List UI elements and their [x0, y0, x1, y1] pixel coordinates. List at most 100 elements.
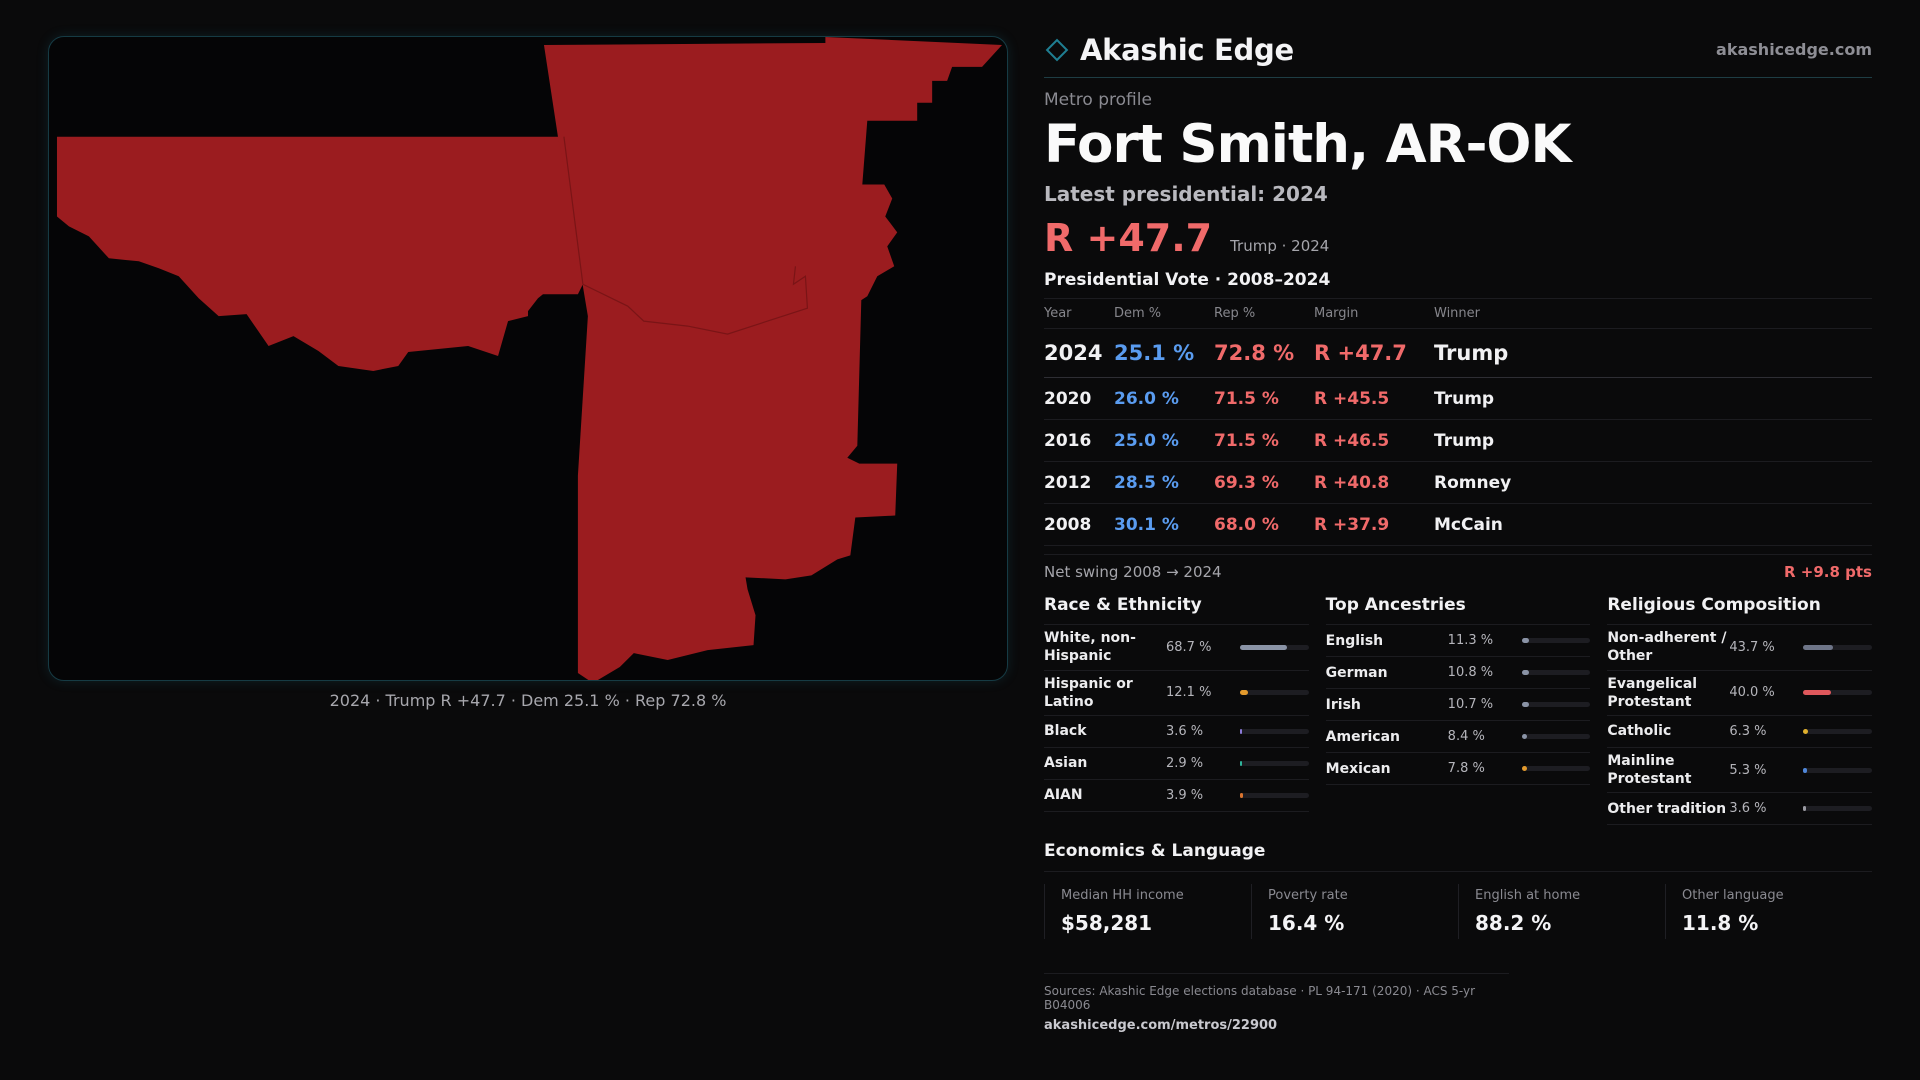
share-bar	[1803, 690, 1873, 696]
item-name: Mexican	[1325, 760, 1391, 777]
cell-winner: McCain	[1434, 514, 1503, 535]
cell-year: 2020	[1044, 388, 1092, 409]
share-bar	[1803, 729, 1873, 735]
item-percent: 11.3 %	[1447, 633, 1494, 649]
col-header-rep: Rep %	[1214, 306, 1256, 322]
list-item: Other tradition 3.6 %	[1607, 793, 1873, 826]
econ-label: Poverty rate	[1268, 888, 1348, 904]
econ-value: 11.8 %	[1682, 911, 1759, 936]
share-bar	[1521, 734, 1591, 740]
cell-year: 2008	[1044, 514, 1092, 535]
item-percent: 6.3 %	[1729, 724, 1767, 740]
econ-value: 16.4 %	[1268, 911, 1345, 936]
cell-margin: R +45.5	[1314, 388, 1390, 409]
religion-list: Non-adherent / Other 43.7 % Evangelical Pr…	[1607, 625, 1873, 826]
headline-margin-row: R +47.7 Trump · 2024	[1044, 216, 1872, 260]
item-name: American	[1325, 728, 1401, 745]
brand-url-link[interactable]: akashicedge.com	[1716, 40, 1872, 59]
list-item: Irish 10.7 %	[1325, 689, 1591, 722]
sources-text: Sources: Akashic Edge elections database…	[1044, 984, 1476, 1013]
cell-margin: R +37.9	[1314, 514, 1390, 535]
cell-dem: 28.5 %	[1114, 472, 1179, 493]
item-percent: 68.7 %	[1166, 639, 1212, 655]
item-percent: 3.6 %	[1729, 801, 1767, 817]
share-bar	[1240, 761, 1309, 767]
headline-winner-year: Trump · 2024	[1230, 237, 1330, 256]
table-row: 2008 30.1 % 68.0 % R +37.9 McCain	[1044, 504, 1872, 547]
list-item: Mexican 7.8 %	[1325, 753, 1591, 786]
item-name: English	[1325, 632, 1384, 649]
item-name: Catholic	[1607, 723, 1672, 740]
cell-rep: 68.0 %	[1214, 514, 1279, 535]
net-swing-row: Net swing 2008 → 2024 R +9.8 pts	[1044, 554, 1872, 581]
county-shape-west	[56, 136, 583, 371]
econ-value: 88.2 %	[1475, 911, 1552, 936]
sources-footer: Sources: Akashic Edge elections database…	[1044, 973, 1509, 1033]
item-percent: 3.9 %	[1166, 788, 1204, 804]
share-bar	[1521, 670, 1591, 676]
share-bar	[1521, 766, 1591, 772]
table-row: 2020 26.0 % 71.5 % R +45.5 Trump	[1044, 378, 1872, 421]
share-bar-fill	[1240, 690, 1249, 696]
metro-map[interactable]	[48, 36, 1008, 681]
cell-margin: R +40.8	[1314, 472, 1390, 493]
cell-rep: 71.5 %	[1214, 388, 1279, 409]
share-bar-fill	[1521, 702, 1530, 708]
item-percent: 10.7 %	[1447, 697, 1494, 713]
item-name: Evangelical Protestant	[1607, 675, 1698, 710]
county-shape-east	[543, 37, 1003, 680]
share-bar	[1521, 638, 1591, 644]
list-item: Mainline Protestant 5.3 %	[1607, 748, 1873, 794]
headline-margin: R +47.7	[1044, 216, 1213, 261]
share-bar	[1240, 644, 1309, 650]
item-name: AIAN	[1044, 787, 1083, 804]
econ-cell-poverty: Poverty rate 16.4 %	[1251, 884, 1458, 940]
brand[interactable]: Akashic Edge	[1044, 33, 1294, 67]
ancestry-panel: Top Ancestries English 11.3 % German 10.8 %…	[1325, 595, 1591, 825]
col-header-year: Year	[1044, 306, 1072, 322]
share-bar	[1240, 729, 1309, 735]
share-bar-fill	[1240, 644, 1288, 650]
item-percent: 40.0 %	[1729, 685, 1775, 701]
presidential-vote-table: Year Dem % Rep % Margin Winner 2024 25.1…	[1044, 298, 1872, 547]
share-bar-fill	[1803, 690, 1831, 696]
item-name: White, non-Hispanic	[1044, 630, 1136, 665]
share-bar-fill	[1240, 729, 1243, 735]
col-header-dem: Dem %	[1114, 306, 1162, 322]
list-item: American 8.4 %	[1325, 721, 1591, 754]
col-header-margin: Margin	[1314, 306, 1359, 322]
list-item: Asian 2.9 %	[1044, 748, 1309, 781]
sources-url-link[interactable]: akashicedge.com/metros/22900	[1044, 1018, 1278, 1034]
share-bar	[1240, 793, 1309, 799]
map-caption: 2024 · Trump R +47.7 · Dem 25.1 % · Rep …	[329, 691, 727, 710]
economics-row: Median HH income $58,281 Poverty rate 16…	[1044, 884, 1872, 940]
item-percent: 3.6 %	[1166, 724, 1204, 740]
item-name: Non-adherent / Other	[1607, 630, 1727, 665]
cell-winner: Trump	[1434, 430, 1495, 451]
list-item: White, non-Hispanic 68.7 %	[1044, 625, 1309, 671]
item-percent: 8.4 %	[1447, 729, 1485, 745]
share-bar	[1240, 690, 1309, 696]
item-name: Asian	[1044, 755, 1088, 772]
econ-label: Median HH income	[1061, 888, 1184, 904]
share-bar-fill	[1521, 638, 1530, 644]
share-bar-fill	[1803, 806, 1806, 812]
econ-cell-income: Median HH income $58,281	[1044, 884, 1251, 940]
share-bar-fill	[1240, 793, 1243, 799]
item-name: Hispanic or Latino	[1044, 675, 1133, 710]
cell-year: 2016	[1044, 430, 1092, 451]
cell-margin: R +46.5	[1314, 430, 1390, 451]
item-percent: 5.3 %	[1729, 762, 1767, 778]
econ-cell-other-language: Other language 11.8 %	[1665, 884, 1872, 940]
list-item: Evangelical Protestant 40.0 %	[1607, 671, 1873, 717]
diamond-logo-icon	[1044, 37, 1070, 63]
econ-label: English at home	[1475, 888, 1581, 904]
share-bar-fill	[1521, 670, 1530, 676]
net-swing-label: Net swing 2008 → 2024	[1044, 563, 1222, 582]
cell-rep: 72.8 %	[1214, 341, 1295, 366]
demographics-section: Race & Ethnicity White, non-Hispanic 68.7…	[1044, 595, 1873, 826]
cell-winner: Romney	[1434, 472, 1512, 493]
item-name: Mainline Protestant	[1607, 753, 1692, 788]
share-bar-fill	[1803, 729, 1808, 735]
